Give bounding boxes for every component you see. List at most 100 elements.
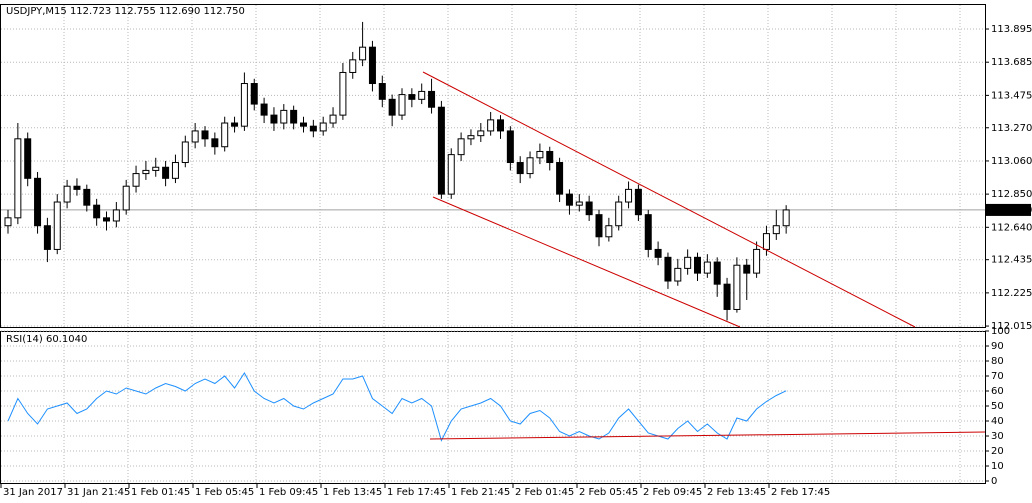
y-tick-label: 113.475 <box>991 90 1032 101</box>
candle-body <box>211 138 219 148</box>
candle-body <box>359 46 367 61</box>
candle-body <box>349 59 357 73</box>
candle-body <box>477 130 485 137</box>
candle-body <box>516 162 524 175</box>
y-tick-label: 112.435 <box>991 255 1032 266</box>
candle-body <box>428 90 436 108</box>
candle-body <box>418 90 426 100</box>
x-tick-label: 1 Feb 21:45 <box>451 487 510 498</box>
y-tick-label: 30 <box>991 431 1004 442</box>
x-tick-label: 31 Jan 21:45 <box>67 487 130 498</box>
candle-body <box>4 217 12 227</box>
y-tick-label: 20 <box>991 446 1004 457</box>
candle-body <box>467 135 475 140</box>
candle-body <box>181 141 189 164</box>
candle-body <box>132 173 140 187</box>
candle-body <box>526 157 534 175</box>
y-tick-label: 112.015 <box>991 321 1032 332</box>
last-price-label: 112.750 <box>991 205 1032 216</box>
x-tick-label: 2 Feb 13:45 <box>707 487 766 498</box>
candle-body <box>14 138 22 219</box>
x-tick-label: 1 Feb 09:45 <box>259 487 318 498</box>
candle-body <box>329 114 337 124</box>
y-tick-label: 113.685 <box>991 57 1032 68</box>
x-tick-label: 1 Feb 17:45 <box>387 487 446 498</box>
rsi-trendline <box>429 431 986 440</box>
candle-body <box>753 248 761 274</box>
candle-body <box>368 46 376 85</box>
candle-body <box>556 162 564 195</box>
candle-body <box>300 122 307 127</box>
candle-body <box>762 233 770 250</box>
price-panel <box>0 4 986 328</box>
candle-body <box>398 94 406 116</box>
candle-body <box>605 225 613 238</box>
candle-body <box>703 261 711 274</box>
candle-body <box>506 130 514 164</box>
candle-body <box>290 109 298 124</box>
y-tick-label: 50 <box>991 401 1004 412</box>
channel-upper <box>422 71 916 328</box>
candle-body <box>24 138 32 179</box>
x-tick-label: 2 Feb 17:45 <box>771 487 830 498</box>
candle-body <box>201 130 209 140</box>
candle-body <box>575 201 583 206</box>
candle-body <box>743 264 751 274</box>
y-tick-label: 0 <box>991 476 997 487</box>
mark-layer <box>4 21 790 442</box>
candle-body <box>388 98 396 116</box>
candle-body <box>408 94 416 100</box>
candle-body <box>231 122 239 127</box>
candle-body <box>34 177 42 227</box>
candle-body <box>615 201 623 227</box>
candle-body <box>53 201 61 250</box>
x-tick-label: 31 Jan 2017 <box>3 487 63 498</box>
candle-body <box>733 264 741 310</box>
candle-body <box>634 188 642 216</box>
candle-body <box>270 114 278 124</box>
y-tick-label: 113.895 <box>991 24 1032 35</box>
candle-body <box>694 256 701 274</box>
candle-body <box>260 103 268 116</box>
candle-body <box>654 248 662 258</box>
y-tick-label: 80 <box>991 356 1004 367</box>
candle-body <box>713 261 721 285</box>
channel-lower <box>432 196 741 328</box>
y-tick-label: 113.060 <box>991 156 1032 167</box>
candle-body <box>142 169 150 175</box>
last-price-tag <box>986 203 1031 216</box>
y-tick-label: 60 <box>991 386 1004 397</box>
candle-body <box>447 154 455 195</box>
candle-body <box>250 83 258 105</box>
candle-body <box>684 256 692 269</box>
candle-body <box>240 83 248 127</box>
y-tick-label: 112.850 <box>991 189 1032 200</box>
y-tick-label: 70 <box>991 371 1004 382</box>
candle-body <box>487 119 495 132</box>
y-tick-label: 10 <box>991 461 1004 472</box>
candle-body <box>772 225 780 235</box>
candle-body <box>497 119 504 132</box>
candle-body <box>437 106 445 195</box>
candle-body <box>674 267 682 282</box>
candle-body <box>122 185 130 211</box>
candle-body <box>280 109 288 124</box>
candle-body <box>565 193 573 206</box>
candle-body <box>782 209 790 227</box>
candle-body <box>309 125 317 132</box>
y-tick-label: 90 <box>991 341 1004 352</box>
y-tick-label: 40 <box>991 416 1004 427</box>
candle-body <box>162 166 170 179</box>
candle-body <box>319 122 327 132</box>
candle-body <box>339 71 347 116</box>
y-tick-label: 113.270 <box>991 123 1032 134</box>
y-tick-label: 112.225 <box>991 288 1032 299</box>
candle-body <box>93 204 101 219</box>
candle-body <box>152 166 160 171</box>
candle-body <box>625 188 633 203</box>
y-tick-label: 100 <box>991 326 1010 337</box>
candle-body <box>83 188 91 206</box>
x-tick-label: 1 Feb 01:45 <box>131 487 190 498</box>
